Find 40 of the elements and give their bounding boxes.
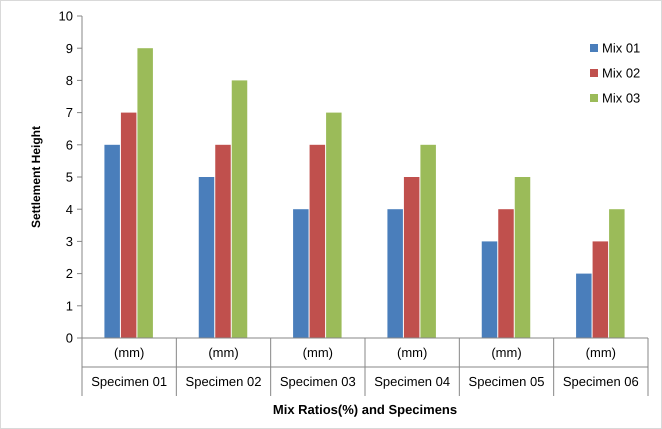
legend-label: Mix 03 <box>602 90 640 106</box>
x-tick-label: (mm) Specimen 02 <box>186 345 262 389</box>
bar <box>215 144 231 338</box>
bar <box>498 209 514 338</box>
x-tick-label: (mm) Specimen 05 <box>468 345 544 389</box>
bar <box>576 274 592 338</box>
bar <box>104 144 120 338</box>
x-tick-label: (mm) Specimen 01 <box>91 345 168 389</box>
x-tick-label: (mm) Specimen 03 <box>280 345 356 389</box>
bar <box>404 177 420 338</box>
bar <box>387 209 403 338</box>
y-tick-label: 5 <box>66 170 73 185</box>
bar <box>232 80 248 338</box>
y-tick-label: 4 <box>66 202 73 217</box>
bar <box>310 144 326 338</box>
x-axis-title: Mix Ratios(%) and Specimens <box>272 402 458 417</box>
bar <box>293 209 309 338</box>
y-tick-label: 6 <box>66 137 73 152</box>
y-tick-label: 0 <box>66 330 73 346</box>
y-tick-label: 7 <box>66 105 73 120</box>
legend-label: Mix 02 <box>602 66 640 81</box>
legend-label: Mix 01 <box>602 40 640 56</box>
y-tick-label: 2 <box>66 266 73 282</box>
bar <box>137 48 153 338</box>
bar <box>120 112 136 338</box>
bar <box>420 144 436 338</box>
bar <box>482 241 498 338</box>
y-tick-label: 9 <box>66 40 73 56</box>
bar <box>609 209 625 338</box>
bar <box>198 177 214 338</box>
bar <box>592 241 608 338</box>
y-axis-title: Settlement Height <box>29 126 43 228</box>
x-tick-label: (mm) Specimen 06 <box>562 345 639 389</box>
y-tick-label: 3 <box>66 234 73 249</box>
y-tick-label: 8 <box>66 72 73 88</box>
bar <box>514 177 530 338</box>
y-tick-label: 1 <box>66 298 73 314</box>
y-tick-label: 10 <box>58 8 73 24</box>
x-tick-label: (mm) Specimen 04 <box>374 345 450 389</box>
bar <box>326 112 342 338</box>
